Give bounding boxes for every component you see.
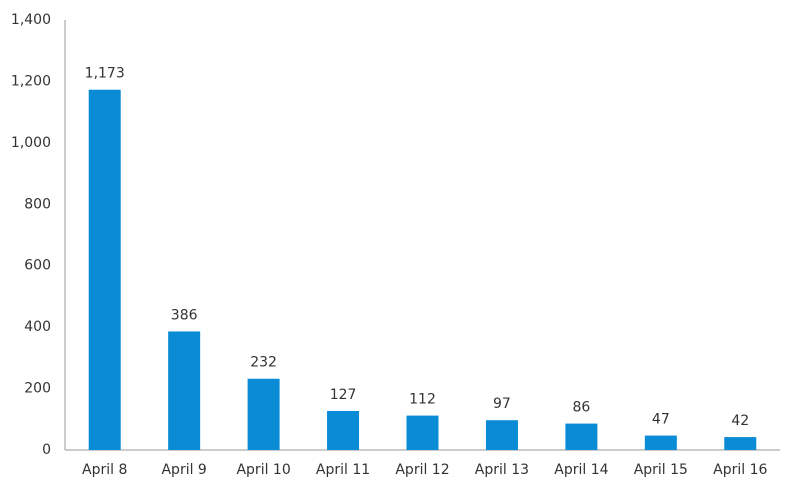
value-label: 232 xyxy=(250,355,277,371)
value-label: 86 xyxy=(572,400,590,416)
value-label: 127 xyxy=(330,387,357,403)
x-tick-label: April 11 xyxy=(316,462,370,478)
y-tick-label: 1,400 xyxy=(11,12,51,28)
y-tick-label: 0 xyxy=(42,442,51,458)
x-tick-label: April 8 xyxy=(82,462,127,478)
value-label: 97 xyxy=(493,396,511,412)
y-tick-label: 200 xyxy=(24,381,51,397)
value-label: 1,173 xyxy=(85,66,125,82)
value-label: 112 xyxy=(409,392,436,408)
bar xyxy=(644,435,677,450)
x-tick-label: April 16 xyxy=(713,462,767,478)
x-tick-label: April 13 xyxy=(475,462,529,478)
bar xyxy=(485,420,518,450)
x-tick-label: April 14 xyxy=(554,462,608,478)
x-tick-label: April 10 xyxy=(236,462,290,478)
value-label: 47 xyxy=(652,412,670,428)
x-tick-label: April 9 xyxy=(161,462,206,478)
bar xyxy=(168,331,201,450)
bar xyxy=(565,423,598,450)
x-tick-label: April 15 xyxy=(634,462,688,478)
y-tick-label: 600 xyxy=(24,258,51,274)
bar xyxy=(88,89,121,450)
bar xyxy=(247,378,280,450)
y-tick-label: 800 xyxy=(24,196,51,212)
x-tick-label: April 12 xyxy=(395,462,449,478)
bar xyxy=(327,410,360,450)
value-label: 386 xyxy=(171,307,198,323)
bar xyxy=(724,437,757,450)
y-tick-label: 1,200 xyxy=(11,73,51,89)
bar xyxy=(406,415,439,450)
y-tick-label: 1,000 xyxy=(11,135,51,151)
value-label: 42 xyxy=(731,413,749,429)
y-tick-label: 400 xyxy=(24,319,51,335)
